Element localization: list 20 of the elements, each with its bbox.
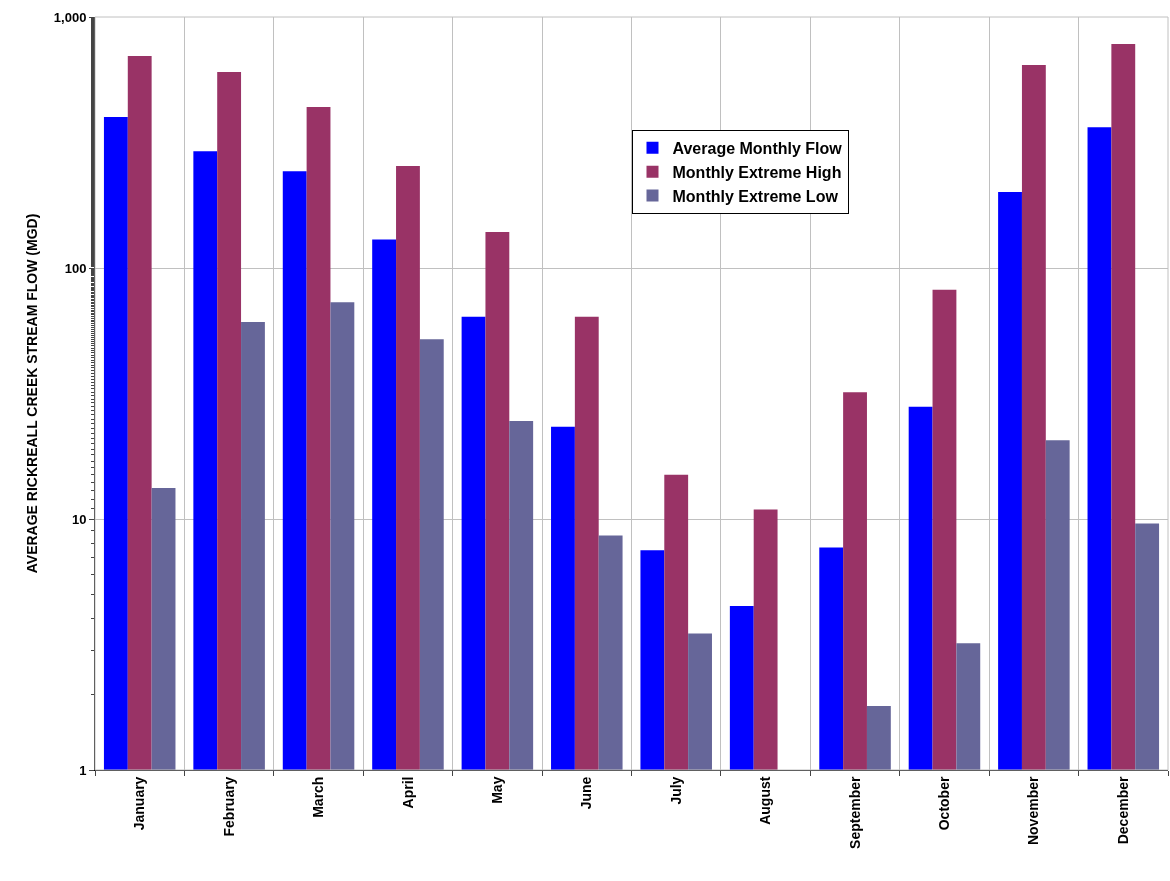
y-axis-title: AVERAGE RICKREALL CREEK STREAM FLOW (MGD) bbox=[24, 213, 41, 574]
legend-label: Monthly Extreme High bbox=[672, 163, 842, 181]
x-tick-label: July bbox=[667, 776, 684, 805]
y-tick-label: 10 bbox=[71, 511, 87, 527]
x-tick-label: March bbox=[310, 776, 327, 818]
x-tick-label: May bbox=[488, 776, 505, 804]
legend-label: Average Monthly Flow bbox=[672, 140, 843, 158]
x-tick-label: January bbox=[131, 776, 148, 831]
x-tick-label: February bbox=[220, 776, 237, 837]
x-tick-label: October bbox=[936, 776, 953, 831]
x-tick-label: December bbox=[1114, 776, 1131, 845]
x-tick-label: April bbox=[399, 776, 416, 809]
x-tick-label: November bbox=[1025, 776, 1042, 846]
y-tick-label: 1,000 bbox=[53, 9, 87, 25]
y-tick-label: 100 bbox=[64, 260, 87, 276]
x-tick-label: June bbox=[578, 776, 595, 810]
y-tick-label: 1 bbox=[79, 762, 87, 778]
x-tick-label: September bbox=[846, 776, 863, 849]
legend-label: Monthly Extreme Low bbox=[672, 187, 839, 205]
x-tick-label: August bbox=[757, 776, 774, 825]
